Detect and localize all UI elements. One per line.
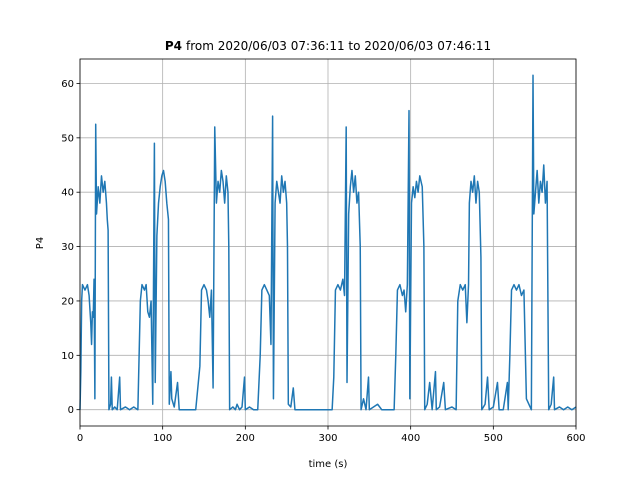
axes-frame [79,58,577,427]
y-axis-label: P4 [35,237,46,249]
x-tick-label: 500 [484,433,503,444]
y-tick-label: 60 [61,79,74,90]
chart-title: P4 from 2020/06/03 07:36:11 to 2020/06/03… [165,39,491,53]
x-tick-label: 100 [153,433,172,444]
y-tick-label: 30 [61,242,74,253]
title-range: from 2020/06/03 07:36:11 to 2020/06/03 0… [186,39,491,53]
x-tick-label: 300 [318,433,337,444]
title-name: P4 [165,39,182,53]
x-tick-label: 600 [566,433,585,444]
x-axis-label: time (s) [309,459,348,470]
x-tick-label: 200 [236,433,255,444]
y-tick-label: 40 [61,188,74,199]
x-tick-label: 400 [401,433,420,444]
y-tick-label: 0 [68,405,74,416]
data-line [79,74,577,411]
y-tick-label: 10 [61,351,74,362]
y-tick-label: 50 [61,133,74,144]
y-tick-label: 20 [61,296,74,307]
x-tick-label: 0 [77,433,83,444]
